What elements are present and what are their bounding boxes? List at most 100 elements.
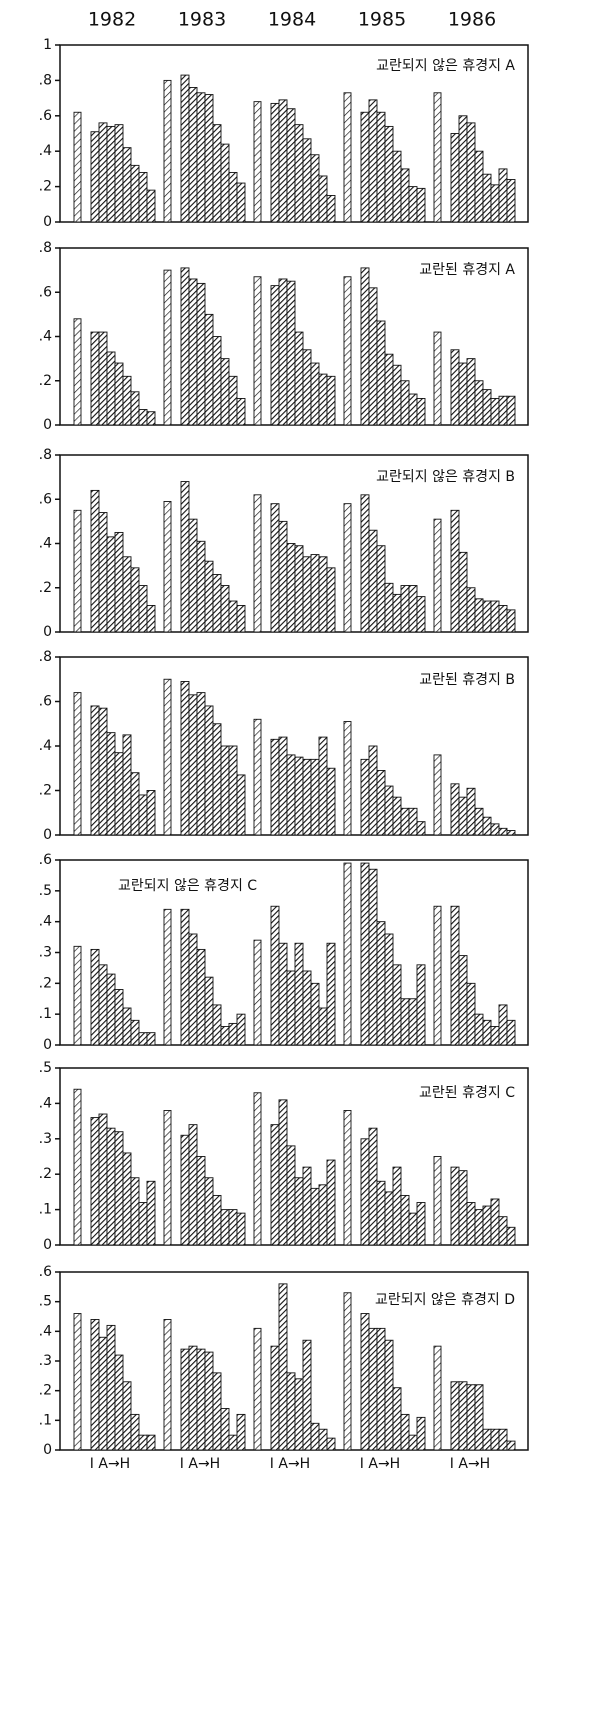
bar (90, 1319, 100, 1451)
bar (376, 1180, 386, 1246)
bar (384, 125, 394, 223)
bar (122, 147, 132, 223)
bar (220, 143, 230, 223)
bar (310, 362, 320, 426)
y-tick-label: .2 (39, 1383, 52, 1399)
y-tick-label: 0 (43, 624, 52, 640)
bar (90, 948, 100, 1046)
bar (204, 94, 214, 223)
bar (90, 131, 100, 223)
bar (326, 767, 336, 836)
bar (228, 375, 238, 426)
y-tick-label: .6 (39, 108, 52, 124)
bar (163, 269, 172, 426)
bar (310, 758, 320, 836)
bar (376, 921, 386, 1046)
bar (163, 908, 172, 1046)
y-tick-label: .1 (39, 1202, 52, 1218)
bar (236, 182, 246, 223)
bar (114, 1131, 124, 1246)
bar (384, 1339, 394, 1451)
y-tick-label: .3 (39, 1353, 52, 1369)
bar (130, 1413, 140, 1451)
bar (368, 529, 378, 633)
bar (196, 92, 206, 223)
bar (114, 989, 124, 1046)
bar (146, 189, 156, 223)
bar (416, 596, 426, 633)
bar (450, 905, 460, 1046)
bar (360, 1138, 370, 1246)
y-tick-label: 1 (43, 37, 52, 53)
bar (286, 754, 296, 836)
bar (220, 1026, 230, 1046)
bar (236, 1413, 246, 1451)
bar (253, 718, 262, 836)
year-label: 1986 (448, 9, 496, 31)
bar (318, 556, 328, 633)
bar (188, 694, 198, 836)
bar (506, 830, 516, 836)
bar (188, 1345, 198, 1451)
bar (482, 600, 492, 633)
bar (458, 796, 468, 836)
bar (98, 122, 108, 223)
bar (408, 1212, 418, 1246)
bar (433, 905, 442, 1046)
bar (236, 774, 246, 836)
bar (384, 1191, 394, 1246)
bar (326, 942, 336, 1046)
bar (146, 605, 156, 633)
bar (458, 1381, 468, 1451)
bar (392, 1166, 402, 1246)
bar (294, 124, 304, 223)
bar (146, 1434, 156, 1451)
bar (253, 1327, 262, 1451)
bar (73, 509, 82, 633)
bar (360, 494, 370, 633)
bar (506, 179, 516, 223)
y-tick-label: 0 (43, 1037, 52, 1053)
bar (326, 1159, 336, 1246)
bar (122, 1007, 132, 1046)
bar (180, 908, 190, 1046)
bar (416, 1202, 426, 1246)
bar (384, 353, 394, 426)
y-tick-label: .8 (39, 447, 52, 463)
bar (122, 556, 132, 633)
bar (498, 1216, 508, 1246)
bar (408, 585, 418, 633)
bar (343, 503, 352, 633)
bar (98, 512, 108, 633)
y-tick-label: 0 (43, 1442, 52, 1458)
bar (294, 331, 304, 426)
bar (474, 150, 484, 223)
bar (220, 358, 230, 426)
bar (204, 313, 214, 426)
y-tick-label: .8 (39, 72, 52, 88)
bar (498, 1004, 508, 1046)
bar (392, 796, 402, 836)
bar (310, 554, 320, 633)
bar (474, 380, 484, 426)
bar (138, 171, 148, 223)
bar (228, 745, 238, 836)
bar (490, 184, 500, 223)
bar (106, 125, 116, 223)
bar (343, 862, 352, 1046)
bar (106, 973, 116, 1046)
bar (146, 1180, 156, 1246)
bar (138, 409, 148, 426)
bar (294, 1177, 304, 1246)
bar (270, 905, 280, 1046)
bar (408, 186, 418, 223)
bar (318, 1428, 328, 1451)
bar (180, 1134, 190, 1246)
bar (318, 1184, 328, 1246)
y-tick-label: 0 (43, 827, 52, 843)
bar (270, 1124, 280, 1246)
bar (278, 520, 288, 633)
bar (474, 1384, 484, 1451)
bar (506, 1019, 516, 1046)
